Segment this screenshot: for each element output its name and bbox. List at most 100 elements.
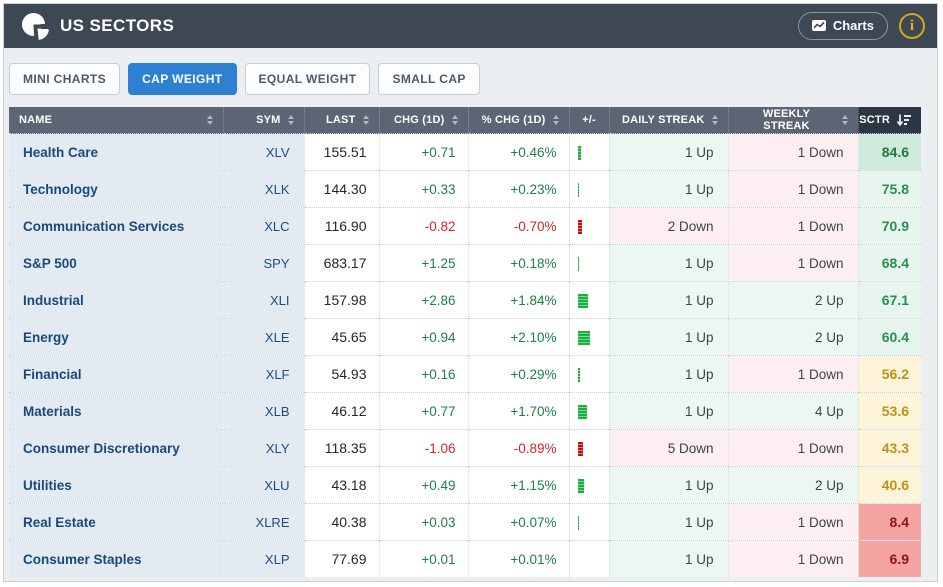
cell-daily-streak: 1 Up [609,540,729,577]
sectors-table-body: Health Care XLV 155.51 +0.71 +0.46% 1 Up 1 Dow… [9,133,921,577]
cell-sctr-score: 56.2 [858,355,921,393]
cell-last-price: 116.90 [304,207,380,245]
cell-daily-streak: 1 Up [609,355,729,393]
cell-sector-name[interactable]: Consumer Discretionary [9,429,224,467]
tab-small-cap[interactable]: SMALL CAP [378,63,480,95]
cell-daily-streak: 2 Down [609,207,729,245]
table-row[interactable]: Real Estate XLRE 40.38 +0.03 +0.07% 1 Up 1 Dow… [9,503,921,541]
col-header-chg-1d[interactable]: CHG (1D) [379,107,469,134]
cell-last-price: 118.35 [304,429,380,467]
table-row[interactable]: Utilities XLU 43.18 +0.49 +1.15% 1 Up 2 Up 40.6 [9,466,921,504]
cell-symbol: XLV [223,133,305,171]
charts-button-label: Charts [832,18,874,33]
cell-sector-name[interactable]: Financial [9,355,224,393]
cell-sector-name[interactable]: Technology [9,170,224,208]
cell-daily-streak: 1 Up [609,281,729,319]
change-bar-icon [577,367,580,382]
cell-change-bar [569,392,610,430]
cell-daily-streak: 1 Up [609,466,729,504]
cell-daily-streak: 5 Down [609,429,729,467]
cell-sector-name[interactable]: Consumer Staples [9,540,224,577]
change-bar-icon [577,219,582,234]
cell-symbol: XLY [223,429,305,467]
sort-descending-icon [897,114,911,126]
table-row[interactable]: Energy XLE 45.65 +0.94 +2.10% 1 Up 2 Up 60.4 [9,318,921,356]
cell-daily-streak: 1 Up [609,503,729,541]
cell-sctr-score: 68.4 [858,244,921,282]
col-header-weekly-streak[interactable]: WEEKLY STREAK [728,107,859,134]
col-header-name[interactable]: NAME [9,107,224,134]
cell-sector-name[interactable]: Materials [9,392,224,430]
cell-last-price: 155.51 [304,133,380,171]
cell-daily-streak: 1 Up [609,244,729,282]
col-header-sym[interactable]: SYM [223,107,305,134]
cell-change-bar [569,244,610,282]
cell-last-price: 77.69 [304,540,380,577]
cell-change: +0.03 [379,503,469,541]
cell-change: +0.94 [379,318,469,356]
cell-sctr-score: 53.6 [858,392,921,430]
sort-icon [362,115,369,125]
table-row[interactable]: Communication Services XLC 116.90 -0.82 -0.7… [9,207,921,245]
col-header-label: WEEKLY STREAK [762,108,811,132]
col-header-: +/- [569,107,610,134]
cell-sector-name[interactable]: Energy [9,318,224,356]
cell-change-bar [569,503,610,541]
cell-weekly-streak: 1 Down [728,170,859,208]
cell-sctr-score: 67.1 [858,281,921,319]
table-row[interactable]: Technology XLK 144.30 +0.33 +0.23% 1 Up 1 Down… [9,170,921,208]
cell-sector-name[interactable]: S&P 500 [9,244,224,282]
sort-icon [552,115,559,125]
table-row[interactable]: Health Care XLV 155.51 +0.71 +0.46% 1 Up 1 Dow… [9,133,921,171]
col-header-chg-1d[interactable]: % CHG (1D) [468,107,570,134]
cell-sector-name[interactable]: Utilities [9,466,224,504]
cell-weekly-streak: 1 Down [728,429,859,467]
table-row[interactable]: Consumer Staples XLP 77.69 +0.01 +0.01% 1 Up 1… [9,540,921,577]
cell-change: -0.82 [379,207,469,245]
cell-daily-streak: 1 Up [609,170,729,208]
cell-symbol: XLRE [223,503,305,541]
cell-change: +0.33 [379,170,469,208]
cell-change: +0.77 [379,392,469,430]
cell-weekly-streak: 1 Down [728,133,859,171]
table-row[interactable]: Consumer Discretionary XLY 118.35 -1.06 -0.8… [9,429,921,467]
table-row[interactable]: Industrial XLI 157.98 +2.86 +1.84% 1 Up 2 Up 67… [9,281,921,319]
col-header-label: NAME [19,114,53,126]
col-header-sctr[interactable]: SCTR [858,107,921,134]
table-row[interactable]: S&P 500 SPY 683.17 +1.25 +0.18% 1 Up 1 Down 68.… [9,244,921,282]
cell-change-bar [569,355,610,393]
sort-icon [206,115,213,125]
cell-change-bar [569,466,610,504]
cell-change-bar [569,429,610,467]
col-header-label: % CHG (1D) [481,114,546,126]
cell-weekly-streak: 4 Up [728,392,859,430]
cell-sector-name[interactable]: Communication Services [9,207,224,245]
table-row[interactable]: Materials XLB 46.12 +0.77 +1.70% 1 Up 4 Up 53.6 [9,392,921,430]
charts-button[interactable]: Charts [797,12,888,40]
cell-symbol: XLF [223,355,305,393]
cell-sector-name[interactable]: Industrial [9,281,224,319]
col-header-daily-streak[interactable]: DAILY STREAK [609,107,729,134]
cell-sector-name[interactable]: Health Care [9,133,224,171]
tab-mini-charts[interactable]: MINI CHARTS [9,63,121,95]
cell-sctr-score: 60.4 [858,318,921,356]
page-title: US SECTORS [60,16,175,35]
col-header-last[interactable]: LAST [304,107,380,134]
cell-daily-streak: 1 Up [609,133,729,171]
sort-icon [287,115,294,125]
change-bar-icon [577,293,588,308]
cell-symbol: XLC [223,207,305,245]
cell-symbol: XLU [223,466,305,504]
cell-change-bar [569,207,610,245]
cell-sctr-score: 40.6 [858,466,921,504]
cell-sector-name[interactable]: Real Estate [9,503,224,541]
cell-percent-change: +0.46% [468,133,570,171]
cell-last-price: 683.17 [304,244,380,282]
tab-cap-weight[interactable]: CAP WEIGHT [128,63,237,95]
table-row[interactable]: Financial XLF 54.93 +0.16 +0.29% 1 Up 1 Down 56… [9,355,921,393]
info-button[interactable]: i [899,13,925,39]
sectors-table: NAME SYM LAST CHG (1D) % CHG (1D) +/- DAILY ST… [9,107,921,577]
cell-last-price: 40.38 [304,503,380,541]
tab-equal-weight[interactable]: EQUAL WEIGHT [244,63,371,95]
cell-last-price: 43.18 [304,466,380,504]
